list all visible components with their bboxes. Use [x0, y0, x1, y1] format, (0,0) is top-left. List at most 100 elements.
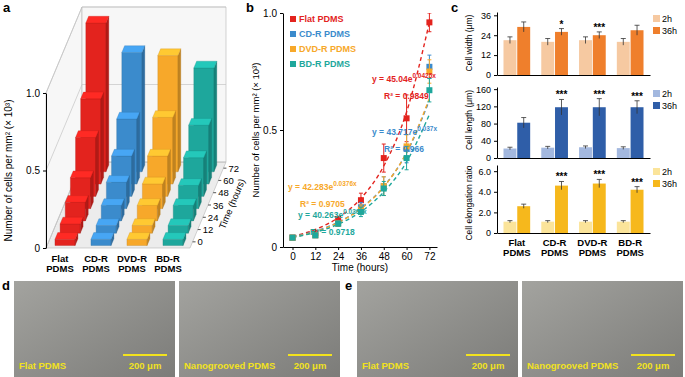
tick-label: 24: [333, 251, 345, 262]
bar-top: [127, 233, 150, 240]
tick-mark: [494, 15, 497, 16]
legend-swatch: [653, 15, 660, 22]
fit-r2: R² = 0.966: [384, 144, 424, 154]
legend-label: 2h: [662, 167, 672, 177]
tick-label: 24: [208, 212, 219, 223]
fit-r2: R² = 0.9849: [384, 91, 429, 101]
bar: [541, 42, 554, 75]
tick: 12: [310, 247, 322, 262]
legend-marker: [290, 46, 296, 52]
fit-r2: R² = 0.9718: [310, 227, 355, 237]
legend-label: BD-R PDMS: [299, 59, 350, 69]
error-bar: [597, 99, 602, 116]
label-line: PDMS: [154, 263, 181, 274]
point: [426, 19, 432, 25]
legend: 2h36h: [653, 167, 677, 189]
bar: [579, 147, 592, 158]
bar: [555, 32, 568, 75]
point: [381, 186, 387, 192]
axis-line: [498, 75, 651, 76]
bar: [555, 186, 568, 233]
tick-label: 6.0: [478, 167, 491, 177]
image: [522, 281, 683, 377]
tick: 1.0: [263, 8, 283, 19]
error-bar: [559, 99, 564, 114]
tick: 160: [476, 85, 497, 95]
point: [290, 235, 296, 241]
axis: 0122436486072: [284, 247, 438, 262]
tick-label: 0: [290, 251, 296, 262]
axis: [498, 75, 651, 76]
tick-mark: [407, 247, 408, 250]
tick: 72: [424, 247, 436, 262]
equation-exponent: 0.0376x: [333, 180, 357, 187]
figure: 00.51.0Number of cells per mm² (× 10³)Fl…: [0, 0, 685, 377]
bar: [631, 107, 644, 158]
error-bar: [507, 221, 512, 223]
axis-line: [497, 88, 498, 159]
bar-side: [132, 149, 135, 196]
point: [404, 115, 410, 121]
axis: 02.04.06.0: [478, 166, 497, 239]
fit-equation: y = 40.263e0.0367x: [298, 208, 367, 220]
bar: [517, 27, 530, 75]
equation-base: y = 42.283e: [288, 182, 333, 192]
point: [404, 155, 410, 161]
panel-a: 00.51.0Number of cells per mm² (× 10³)Fl…: [3, 7, 247, 274]
tick-mark: [43, 93, 46, 94]
label-line: PDMS: [118, 263, 145, 274]
tick: 36: [356, 247, 368, 262]
error-bar: [521, 118, 526, 128]
bar-top: [76, 131, 99, 138]
bar-top: [60, 217, 83, 224]
axis: [498, 233, 651, 234]
y-axis-title: Cell elongation ratio: [464, 165, 474, 240]
significance: ***: [593, 22, 605, 33]
bar-top: [65, 196, 88, 203]
bar-side: [142, 46, 145, 172]
bar: [101, 199, 124, 221]
legend-swatch: [653, 90, 660, 97]
tick: 0: [486, 153, 497, 163]
y-axis-title: Cell length (μm): [464, 90, 474, 150]
tick-label: 1.0: [26, 88, 40, 99]
micrograph: Nanogrooved PDMS200 μm: [522, 281, 683, 377]
image-caption: Flat PDMS: [19, 360, 66, 371]
tick-mark: [494, 89, 497, 90]
fit-r2: R² = 0.9705: [300, 199, 345, 209]
bar-front: [163, 239, 183, 245]
axis-line: [283, 14, 284, 248]
bar-top: [122, 46, 145, 53]
error-bar: [382, 177, 386, 196]
bar-front: [127, 239, 147, 245]
tick-mark: [208, 205, 211, 206]
tick-label: 24: [481, 31, 491, 41]
tick-mark: [338, 247, 339, 250]
tick-label: 4.0: [478, 187, 491, 197]
depth-axis-title: Time (hours): [216, 177, 247, 231]
error-bar: [382, 177, 386, 196]
tick-label: 80: [481, 119, 491, 129]
tick-label: 48: [218, 187, 229, 198]
equation-exponent: 0.0367x: [343, 208, 367, 215]
legend-label: 2h: [662, 14, 672, 24]
legend-label: 36h: [662, 26, 677, 36]
bar-front: [91, 239, 111, 245]
error-bar: [336, 221, 340, 226]
bar-top: [106, 176, 129, 183]
equation-exponent: 0.037x: [417, 125, 437, 132]
tick-mark: [43, 171, 46, 172]
bar-front: [132, 226, 152, 234]
point: [335, 221, 341, 227]
fit-line: [293, 98, 430, 237]
tick: 6.0: [478, 167, 497, 177]
tick-label: 2.0: [478, 208, 491, 218]
tick-mark: [203, 217, 206, 218]
tick-mark: [494, 158, 497, 159]
bar: [132, 219, 155, 234]
bar: [503, 222, 516, 233]
tick-label: 0.5: [263, 125, 277, 136]
bar-side: [214, 61, 217, 172]
bar: [541, 222, 554, 233]
tick: 0.5: [263, 125, 283, 136]
